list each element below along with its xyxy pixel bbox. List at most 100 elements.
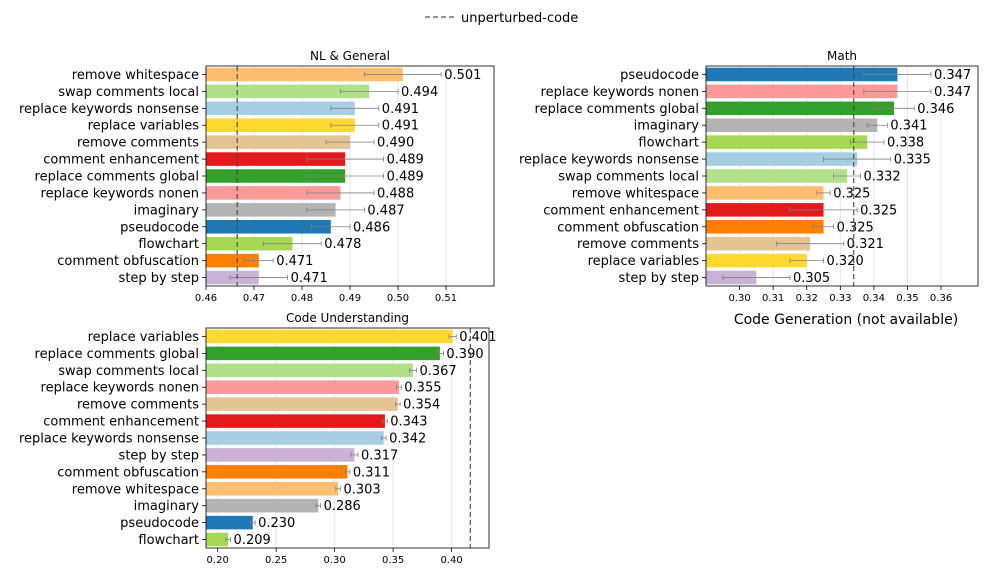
value-label: 0.390: [446, 347, 483, 362]
category-label: step by step: [619, 271, 699, 286]
value-label: 0.325: [833, 186, 870, 201]
category-label: comment obfuscation: [557, 220, 699, 235]
category-label: remove whitespace: [72, 68, 199, 83]
panel-title: Math: [827, 49, 857, 63]
category-label: replace keywords nonen: [41, 186, 199, 201]
value-label: 0.303: [343, 482, 380, 497]
x-tick-label: 0.31: [762, 293, 784, 304]
value-label: 0.487: [367, 203, 404, 218]
value-label: 0.491: [382, 119, 419, 134]
bar-replace-comments-global: [206, 346, 440, 361]
bar-flowchart: [206, 532, 229, 547]
code-generation-not-available-label: Code Generation (not available): [734, 312, 958, 328]
bar-remove-comments: [206, 135, 350, 149]
category-label: pseudocode: [120, 516, 199, 531]
category-label: step by step: [119, 448, 199, 463]
category-label: pseudocode: [620, 68, 699, 83]
bar-replace-keywords-nonsense: [206, 431, 384, 445]
category-label: swap comments local: [558, 170, 699, 185]
category-label: replace comments global: [535, 102, 699, 117]
value-label: 0.317: [361, 448, 398, 463]
x-tick-label: 0.25: [265, 555, 287, 566]
bar-remove-comments: [706, 236, 811, 251]
x-tick-label: 0.33: [829, 293, 851, 304]
value-label: 0.489: [387, 170, 424, 185]
bar-flowchart: [206, 236, 293, 251]
category-label: replace keywords nonsense: [19, 102, 199, 117]
category-label: comment obfuscation: [57, 465, 199, 480]
bar-pseudocode: [706, 67, 898, 82]
value-label: 0.230: [258, 516, 295, 531]
bar-imaginary: [206, 498, 319, 513]
value-label: 0.488: [377, 186, 414, 201]
value-label: 0.320: [827, 254, 864, 269]
x-tick-label: 0.36: [930, 293, 952, 304]
bar-replace-comments-global: [706, 101, 895, 116]
value-label: 0.478: [324, 237, 361, 252]
category-label: replace keywords nonen: [41, 381, 199, 396]
value-label: 0.355: [404, 381, 441, 396]
x-tick-label: 0.34: [863, 293, 885, 304]
value-label: 0.209: [234, 533, 271, 548]
bar-comment-obfuscation: [206, 253, 259, 268]
category-label: remove whitespace: [72, 482, 199, 497]
value-label: 0.325: [860, 203, 897, 218]
category-label: imaginary: [634, 119, 700, 134]
value-label: 0.341: [890, 119, 927, 134]
category-label: swap comments local: [58, 364, 199, 379]
value-label: 0.494: [401, 85, 438, 100]
bar-comment-obfuscation: [706, 220, 824, 234]
panel-code-understanding: Code Understanding 0.401 replace variables…: [19, 311, 496, 566]
legend-label: unperturbed-code: [461, 11, 578, 26]
x-tick-label: 0.50: [387, 293, 409, 304]
category-label: imaginary: [134, 499, 200, 514]
category-label: replace comments global: [35, 347, 199, 362]
category-label: step by step: [119, 271, 199, 286]
value-label: 0.491: [382, 102, 419, 117]
bar-swap-comments-local: [206, 363, 413, 378]
x-tick-label: 0.30: [728, 293, 750, 304]
axes-frame: [705, 65, 979, 287]
x-tick-label: 0.51: [435, 293, 457, 304]
category-label: replace keywords nonsense: [19, 432, 199, 447]
value-label: 0.332: [863, 170, 900, 185]
category-label: replace variables: [88, 119, 200, 134]
x-tick-label: 0.40: [440, 555, 462, 566]
value-label: 0.305: [793, 271, 830, 286]
value-label: 0.501: [444, 68, 481, 83]
value-label: 0.354: [403, 398, 440, 413]
category-label: comment enhancement: [43, 415, 199, 430]
category-label: remove whitespace: [572, 186, 699, 201]
category-label: imaginary: [134, 203, 200, 218]
category-label: pseudocode: [120, 220, 199, 235]
bar-pseudocode: [206, 515, 253, 530]
bar-swap-comments-local: [206, 84, 370, 99]
category-label: replace keywords nonen: [541, 85, 699, 100]
value-label: 0.325: [837, 220, 874, 235]
bar-replace-keywords-nonen: [206, 186, 341, 200]
bar-imaginary: [706, 118, 878, 132]
bar-remove-whitespace: [206, 482, 339, 496]
legend: unperturbed-code: [425, 11, 578, 26]
bar-replace-comments-global: [206, 169, 346, 183]
bar-replace-keywords-nonsense: [206, 101, 355, 116]
category-label: flowchart: [638, 136, 699, 151]
bar-comment-enhancement: [706, 203, 824, 217]
panel-nl-general: NL & General 0.501 remove whitespace 0.494 s…: [19, 49, 495, 304]
category-label: remove comments: [577, 237, 699, 252]
bar-flowchart: [706, 135, 868, 149]
bar-remove-comments: [206, 397, 398, 411]
panel-math: Math 0.347 pseudocode 0.347 replace keywords…: [519, 49, 979, 304]
category-label: replace keywords nonsense: [519, 153, 699, 168]
panel-title: NL & General: [310, 49, 390, 63]
value-label: 0.471: [276, 254, 313, 269]
bar-comment-obfuscation: [206, 465, 348, 479]
bar-replace-variables: [206, 329, 453, 344]
x-tick-label: 0.49: [339, 293, 361, 304]
value-label: 0.490: [377, 136, 414, 151]
value-label: 0.342: [389, 432, 426, 447]
bar-replace-variables: [206, 118, 355, 132]
bar-remove-whitespace: [706, 186, 824, 200]
bar-step-by-step: [206, 448, 355, 462]
value-label: 0.335: [894, 153, 931, 168]
